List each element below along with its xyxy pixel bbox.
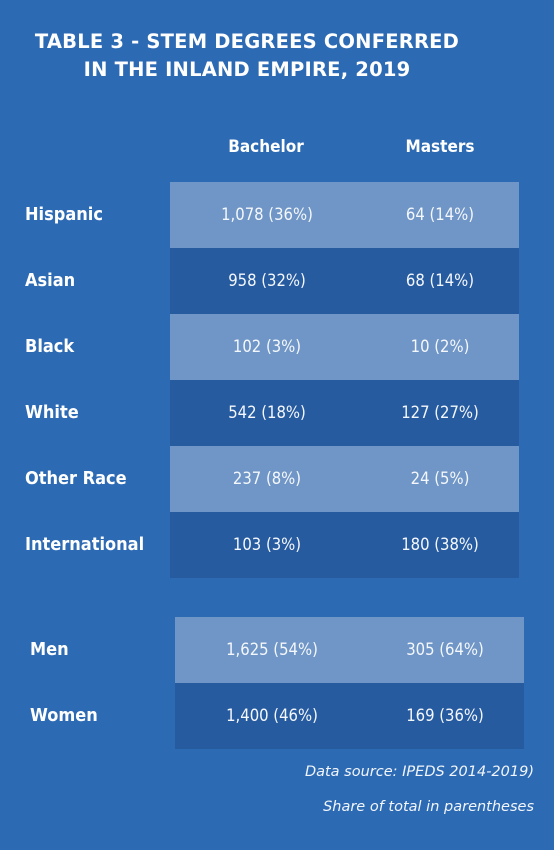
row-label: White [25,402,79,423]
bachelor-cell: 102 (3%) [232,337,302,356]
table-row: 1,400 (46%) 169 (36%) [175,683,524,749]
data-source-note: Data source: IPEDS 2014-2019) [304,764,534,780]
masters-cell: 24 (5%) [410,469,470,488]
row-label: Other Race [25,468,127,489]
table-row: 103 (3%) 180 (38%) [170,512,519,578]
table-row: 958 (32%) 68 (14%) [170,248,519,314]
bachelor-cell: 542 (18%) [228,403,306,422]
column-header-bachelor: Bachelor [228,137,304,157]
bachelor-cell: 1,400 (46%) [226,706,318,725]
table-row: 102 (3%) 10 (2%) [170,314,519,380]
masters-cell: 305 (64%) [406,640,484,659]
bachelor-cell: 958 (32%) [228,271,306,290]
table-row: 1,078 (36%) 64 (14%) [170,182,519,248]
column-header-masters: Masters [405,137,475,157]
table-title-line1: TABLE 3 - STEM DEGREES CONFERRED [34,30,460,53]
row-label: Black [25,336,75,357]
masters-cell: 127 (27%) [401,403,479,422]
race-table: 1,078 (36%) 64 (14%) 958 (32%) 68 (14%) … [170,182,519,578]
row-label: International [25,534,145,555]
masters-cell: 68 (14%) [405,271,475,290]
masters-cell: 10 (2%) [410,337,470,356]
bachelor-cell: 1,625 (54%) [226,640,318,659]
parentheses-note: Share of total in parentheses [323,799,534,815]
gender-table: 1,625 (54%) 305 (64%) 1,400 (46%) 169 (3… [175,617,524,749]
bachelor-cell: 237 (8%) [232,469,302,488]
row-label: Asian [25,270,76,291]
row-label: Women [30,705,98,726]
bachelor-cell: 103 (3%) [232,535,302,554]
masters-cell: 180 (38%) [401,535,479,554]
bachelor-cell: 1,078 (36%) [221,205,313,224]
table-title-line2: IN THE INLAND EMPIRE, 2019 [83,58,411,81]
masters-cell: 169 (36%) [406,706,484,725]
table-title: TABLE 3 - STEM DEGREES CONFERRED IN THE … [0,28,494,84]
table-row: 542 (18%) 127 (27%) [170,380,519,446]
table-row: 1,625 (54%) 305 (64%) [175,617,524,683]
row-label: Hispanic [25,204,103,225]
masters-cell: 64 (14%) [405,205,475,224]
table-row: 237 (8%) 24 (5%) [170,446,519,512]
row-label: Men [30,639,69,660]
